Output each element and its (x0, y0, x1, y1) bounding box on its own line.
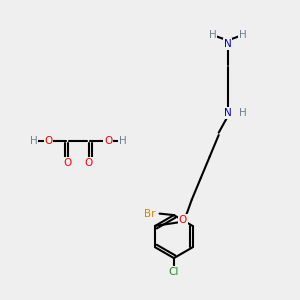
Text: H: H (209, 30, 217, 40)
Text: O: O (44, 136, 52, 146)
Text: O: O (85, 158, 93, 167)
Text: O: O (179, 215, 187, 225)
Text: O: O (104, 136, 112, 146)
Text: H: H (119, 136, 127, 146)
Text: N: N (224, 39, 232, 49)
Text: H: H (30, 136, 38, 146)
Text: H: H (239, 30, 246, 40)
Text: N: N (224, 108, 232, 118)
Text: H: H (239, 108, 246, 118)
Text: Br: Br (145, 208, 156, 219)
Text: O: O (64, 158, 72, 167)
Text: Cl: Cl (169, 266, 179, 277)
